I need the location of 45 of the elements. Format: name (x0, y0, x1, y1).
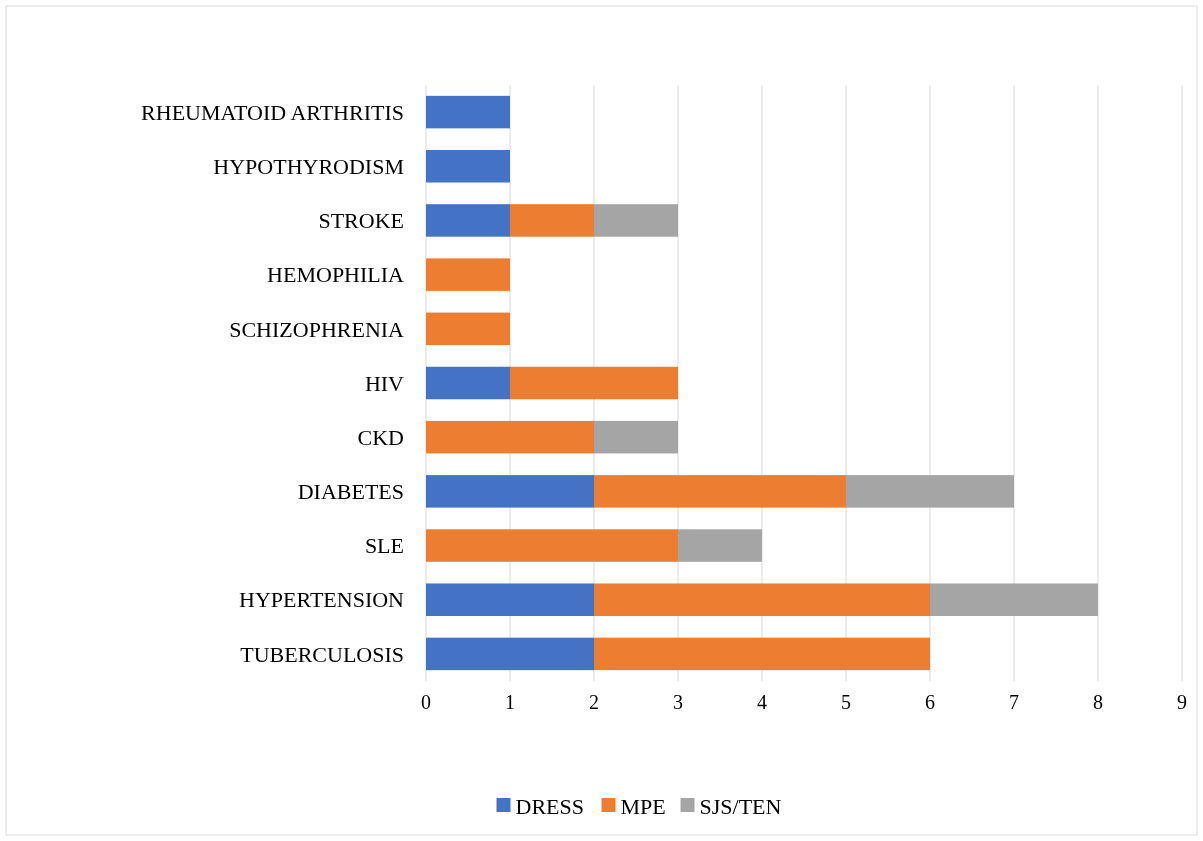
bar (426, 420, 594, 454)
bar (426, 150, 510, 183)
bar (426, 258, 510, 291)
y-tick-label: HYPOTHYRODISM (213, 153, 404, 179)
y-tick-label: SCHIZOPHRENIA (229, 316, 405, 342)
bar (426, 366, 510, 400)
y-tick-label: HYPERTENSION (239, 587, 405, 613)
bar (594, 420, 678, 454)
bar (426, 204, 510, 237)
y-tick-label: HEMOPHILIA (267, 262, 405, 288)
y-tick-label: SLE (364, 533, 404, 559)
bar (426, 583, 594, 616)
y-tick-label: RHEUMATOID ARTHRITIS (141, 99, 404, 125)
y-tick-label: TUBERCULOSIS (240, 641, 404, 667)
x-tick-label: 4 (757, 691, 767, 713)
y-tick-label: STROKE (318, 208, 404, 234)
bar (426, 529, 678, 562)
x-tick-label: 0 (421, 691, 431, 713)
x-tick-label: 3 (673, 691, 683, 713)
bar (426, 312, 510, 346)
x-tick-label: 5 (841, 691, 851, 713)
x-tick-label: 8 (1093, 691, 1103, 713)
y-tick-label: DIABETES (297, 479, 404, 505)
bar (678, 529, 762, 562)
bar (594, 637, 930, 671)
bar (510, 366, 678, 400)
legend-label: MPE (620, 793, 666, 819)
legend-label: SJS/TEN (699, 793, 782, 819)
y-tick-label: HIV (364, 370, 405, 396)
x-tick-label: 1 (505, 691, 515, 713)
bar (426, 637, 594, 671)
bar (594, 583, 930, 616)
legend-label: DRESS (515, 793, 584, 819)
x-tick-label: 9 (1177, 691, 1187, 713)
x-tick-label: 6 (925, 691, 935, 713)
bar (594, 204, 678, 237)
bar (426, 95, 510, 129)
bar (846, 475, 1014, 508)
x-tick-label: 2 (589, 691, 599, 713)
y-tick-label: CKD (357, 424, 404, 450)
x-tick-label: 7 (1009, 691, 1019, 713)
bar (594, 475, 846, 508)
bar (426, 475, 594, 508)
bar (930, 583, 1098, 616)
bar (510, 204, 594, 237)
